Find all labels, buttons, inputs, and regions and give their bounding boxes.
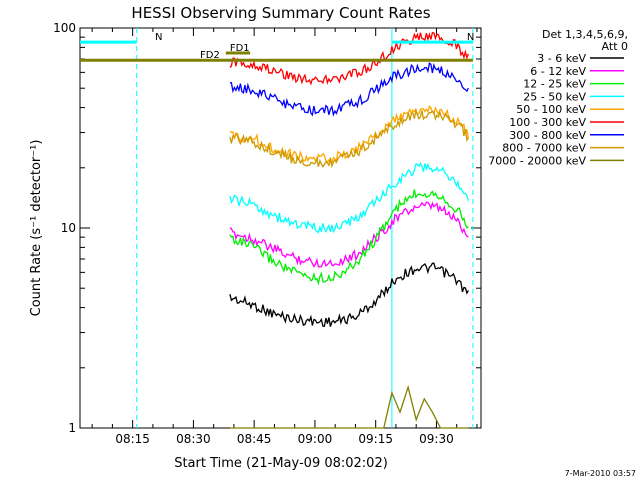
x-tick-label: 08:15 (115, 432, 150, 446)
legend-header-line1: Det 1,3,4,5,6,9, (542, 28, 628, 41)
y-axis-label: Count Rate (s⁻¹ detector⁻¹) (29, 140, 44, 317)
plot-area: 08:15 08:30 08:45 09:00 09:15 09:30 1 10 100 N N FD… (53, 21, 482, 446)
series-line (229, 201, 469, 268)
y-tick-label: 1 (68, 421, 76, 435)
series-line (229, 105, 470, 164)
legend-entry-label: 100 - 300 keV (509, 116, 586, 129)
series-line (229, 384, 469, 429)
x-tick-label: 08:45 (237, 432, 272, 446)
x-axis-label: Start Time (21-May-09 08:02:02) (174, 456, 388, 471)
series-line (229, 189, 469, 286)
legend-header-line2: Att 0 (602, 40, 628, 53)
legend-entry-label: 6 - 12 keV (530, 65, 586, 78)
legend-entry-label: 300 - 800 keV (509, 129, 586, 142)
series-line (229, 107, 469, 169)
x-tick-label: 09:15 (358, 432, 393, 446)
flag-label: FD2 (200, 50, 220, 61)
flag-label: N (155, 32, 162, 43)
legend-entry-label: 12 - 25 keV (523, 78, 586, 91)
x-tick-label: 09:30 (419, 432, 454, 446)
y-tick-label: 10 (61, 221, 76, 235)
legend-entry-label: 800 - 7000 keV (502, 142, 586, 155)
series-line (229, 31, 470, 86)
series-line (229, 262, 469, 328)
x-tick-label: 09:00 (298, 432, 333, 446)
series-line (229, 161, 470, 234)
footer-timestamp: 7-Mar-2010 03:57 (565, 469, 636, 478)
series-line (229, 62, 469, 117)
y-tick-label: 100 (53, 21, 76, 35)
legend-entry-label: 25 - 50 keV (523, 90, 586, 103)
flag-label: FD1 (230, 43, 250, 54)
legend-entry-label: 7000 - 20000 keV (488, 154, 586, 167)
plot-frame (79, 27, 482, 429)
flag-label: N (467, 32, 474, 43)
legend-entry-label: 50 - 100 keV (516, 103, 586, 116)
legend-entry-label: 3 - 6 keV (537, 52, 586, 65)
chart-title: HESSI Observing Summary Count Rates (131, 4, 430, 22)
x-tick-label: 08:30 (176, 432, 211, 446)
